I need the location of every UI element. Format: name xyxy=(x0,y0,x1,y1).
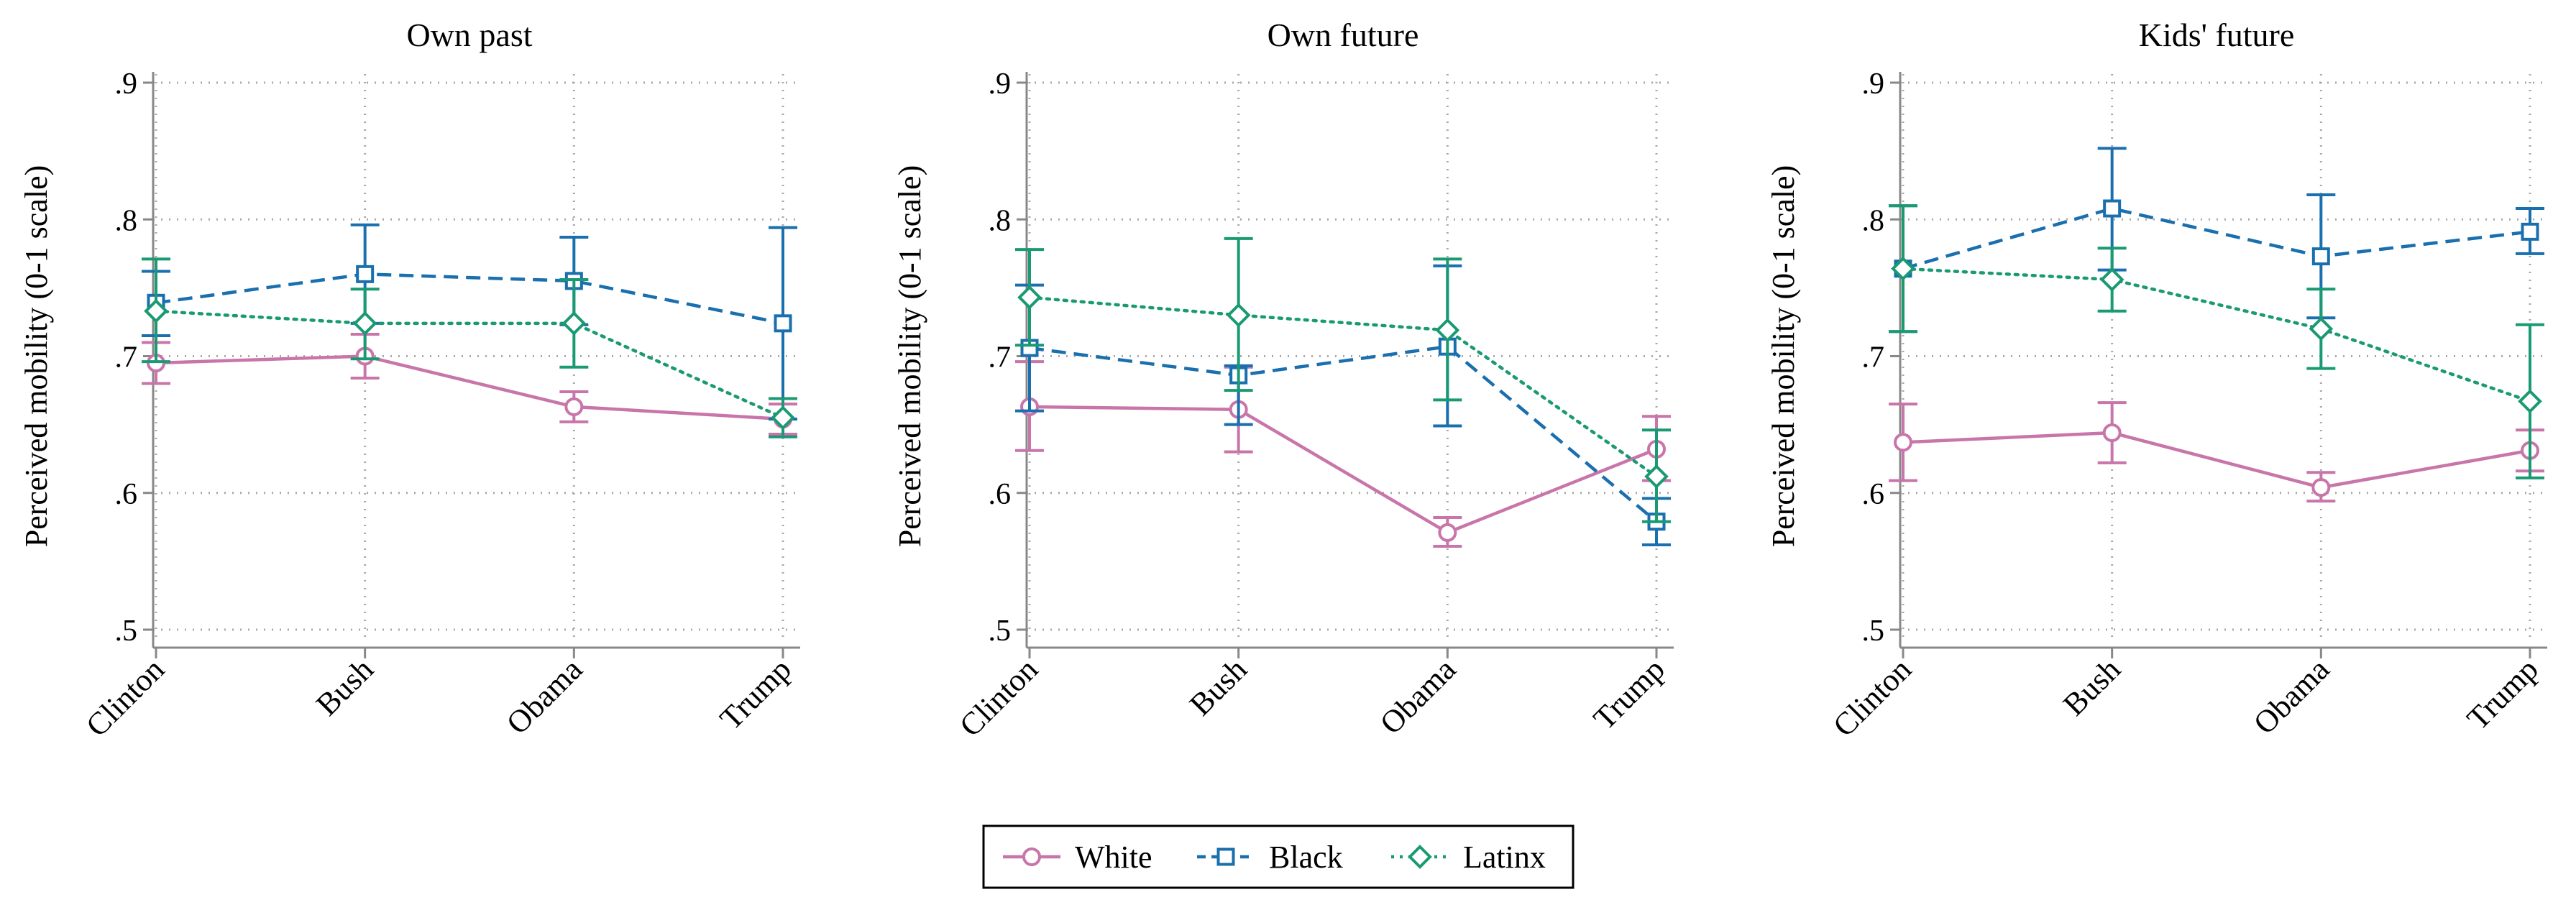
series-line xyxy=(155,354,784,421)
data-point xyxy=(352,311,377,336)
y-tick-label: .9 xyxy=(1862,68,1885,101)
series-white xyxy=(1889,401,2544,503)
legend-label-latinx: Latinx xyxy=(1463,840,1546,875)
x-tick-label: Clinton xyxy=(1826,651,1918,743)
legend: White Black Latinx xyxy=(982,824,1575,889)
x-tick-label: Trump xyxy=(1587,651,1672,736)
data-point xyxy=(562,311,587,336)
panel-title: Own future xyxy=(1268,17,1419,53)
panel-1: Own past .5 .6 .7 .8 .9 Clinton Bush Obama Trump P… xyxy=(19,17,800,743)
legend-marker-black xyxy=(1216,847,1235,866)
x-tick-label: Obama xyxy=(500,651,589,740)
y-axis-label: Perceived mobility (0-1 scale) xyxy=(1766,165,1801,547)
y-tick-label: .7 xyxy=(989,341,1012,374)
data-point xyxy=(1226,303,1251,328)
data-point xyxy=(2309,316,2334,341)
y-tick-label: .5 xyxy=(115,615,138,648)
series-latinx xyxy=(1889,204,2544,479)
y-tick-label: .9 xyxy=(989,68,1012,101)
series-white xyxy=(1015,360,1671,548)
data-point xyxy=(1438,523,1457,542)
legend-label-white: White xyxy=(1075,840,1152,875)
x-tick-label: Obama xyxy=(1373,651,1462,740)
data-point xyxy=(1894,433,1912,452)
x-tick-label: Trump xyxy=(2460,651,2545,736)
series-line xyxy=(155,272,784,326)
legend-box xyxy=(982,824,1575,889)
data-point xyxy=(356,265,375,283)
data-point xyxy=(1891,256,1915,281)
panel-3: Kids' future .5 .6 .7 .8 .9 Clinton Bush Obama Tr… xyxy=(1766,17,2547,743)
y-tick-label: .8 xyxy=(115,204,138,237)
series-black xyxy=(1889,147,2544,334)
data-point xyxy=(1644,464,1669,489)
x-tick-label: Bush xyxy=(1183,651,1254,722)
data-point xyxy=(2311,247,2330,266)
y-tick-label: .6 xyxy=(989,478,1012,511)
data-point xyxy=(2518,389,2542,414)
y-tick-label: .5 xyxy=(989,615,1012,648)
data-point xyxy=(2102,423,2122,443)
data-point xyxy=(2099,267,2124,292)
y-tick-label: .5 xyxy=(1862,615,1885,648)
data-point xyxy=(1435,318,1460,343)
panel-title: Own past xyxy=(406,17,532,53)
y-tick-label: .9 xyxy=(115,68,138,101)
series-line xyxy=(154,309,785,420)
data-point xyxy=(774,314,792,333)
y-tick-label: .7 xyxy=(1862,341,1885,374)
data-point xyxy=(144,298,168,323)
series-line xyxy=(1902,206,2531,270)
data-point xyxy=(2103,199,2122,218)
y-tick-label: .7 xyxy=(115,341,138,374)
y-tick-label: .6 xyxy=(1862,478,1885,511)
series-latinx xyxy=(1015,236,1671,523)
series-latinx xyxy=(142,257,797,438)
y-tick-label: .8 xyxy=(1862,204,1885,237)
x-tick-label: Bush xyxy=(309,651,380,722)
y-axis-label: Perceived mobility (0-1 scale) xyxy=(19,165,54,547)
x-tick-label: Clinton xyxy=(79,651,171,743)
y-tick-label: .8 xyxy=(989,204,1012,237)
x-tick-label: Clinton xyxy=(953,651,1045,743)
series-line xyxy=(1901,267,2532,403)
legend-marker-latinx xyxy=(1408,845,1432,869)
data-point xyxy=(771,405,795,430)
data-point xyxy=(564,397,584,416)
panel-title: Kids' future xyxy=(2139,17,2295,53)
series-line xyxy=(1029,405,1657,535)
y-axis-label: Perceived mobility (0-1 scale) xyxy=(892,165,927,547)
x-tick-label: Bush xyxy=(2056,651,2127,722)
data-point xyxy=(2521,222,2539,241)
series-line xyxy=(1029,344,1658,523)
data-point xyxy=(1017,285,1042,310)
legend-marker-white xyxy=(1022,847,1041,866)
series-black xyxy=(1015,264,1671,547)
y-tick-label: .6 xyxy=(115,478,138,511)
x-tick-label: Trump xyxy=(713,651,798,736)
series-white xyxy=(142,333,797,436)
data-point xyxy=(2311,478,2331,497)
panel-2: Own future .5 .6 .7 .8 .9 Clinton Bush Obama Trum… xyxy=(892,17,1674,743)
x-tick-label: Obama xyxy=(2247,651,2336,740)
series-line xyxy=(1027,295,1659,479)
legend-label-black: Black xyxy=(1269,840,1343,875)
series-line xyxy=(1902,431,2531,490)
